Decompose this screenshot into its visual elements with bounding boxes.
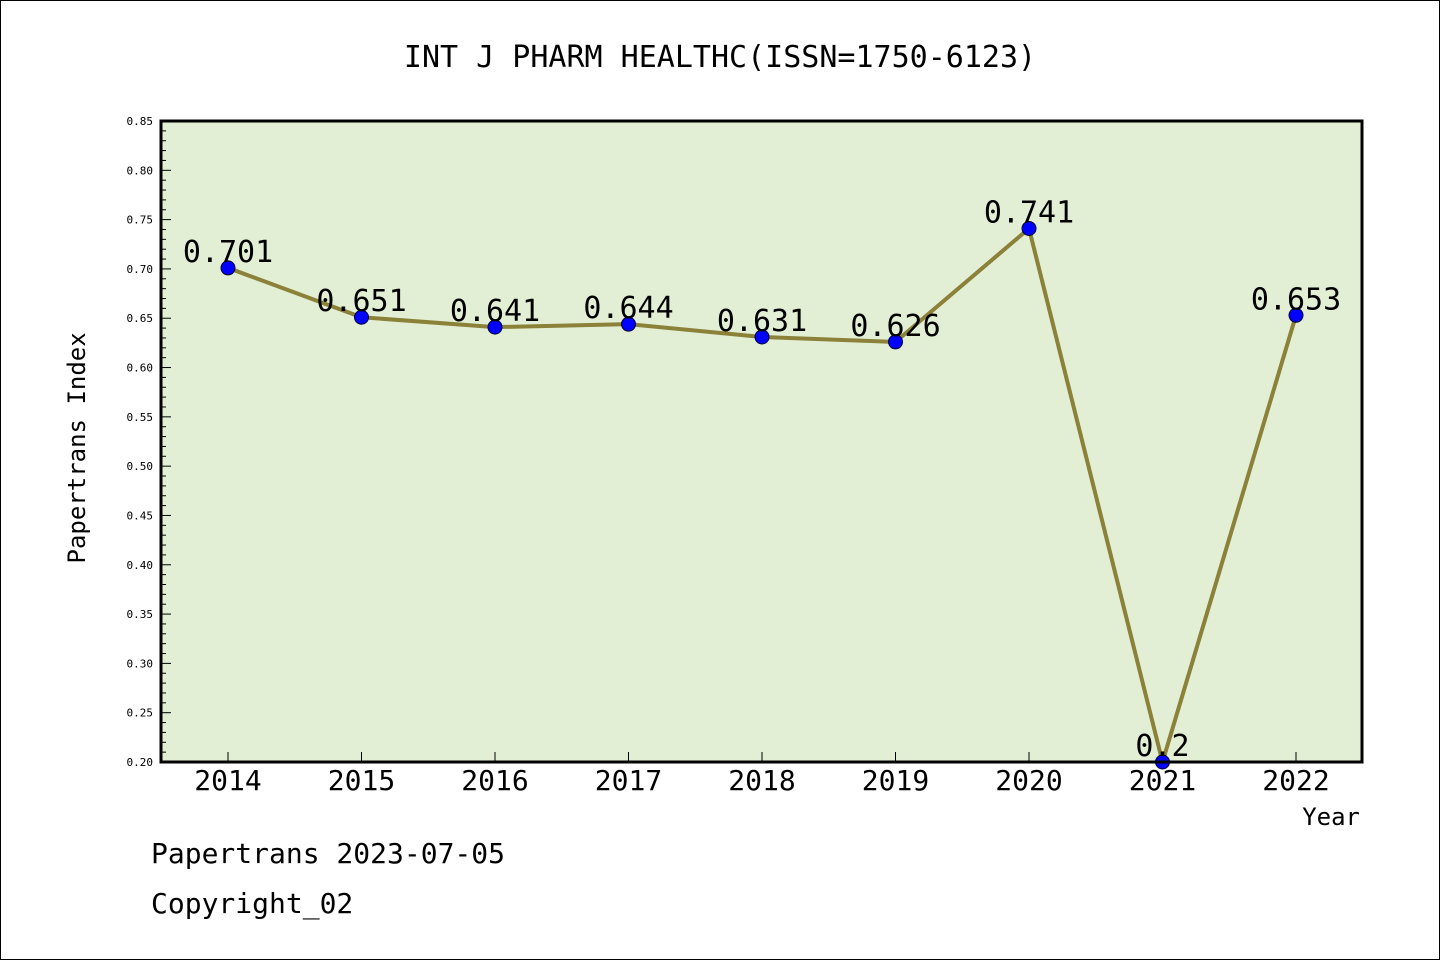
- data-label: 0.631: [717, 304, 807, 339]
- x-tick-label: 2018: [728, 764, 795, 797]
- data-point-marker: [621, 316, 636, 332]
- y-tick-label: 0.20: [127, 756, 154, 769]
- data-markers: [220, 220, 1304, 770]
- data-point-marker: [354, 309, 369, 325]
- data-label: 0.653: [1251, 282, 1341, 317]
- data-label: 0.641: [450, 294, 540, 329]
- x-tick-label: 2014: [194, 764, 261, 797]
- data-labels: 0.701 0.651 0.641 0.644 0.631 0.626 0.741 0.2 0.…: [183, 195, 1341, 764]
- plot-border: [159, 119, 1364, 764]
- x-tick-label: 2015: [328, 764, 395, 797]
- y-tick-label: 0.45: [127, 509, 154, 522]
- y-tick-label: 0.30: [127, 657, 154, 670]
- y-tick-label: 0.85: [127, 115, 154, 128]
- chart-title: INT J PHARM HEALTHC(ISSN=1750-6123): [404, 40, 1036, 75]
- data-label: 0.626: [850, 309, 940, 344]
- y-tick-label: 0.25: [127, 707, 154, 720]
- data-point-marker: [888, 334, 903, 350]
- data-point-marker: [1021, 220, 1037, 236]
- y-tick-label: 0.70: [127, 263, 154, 276]
- x-tick-label: 2017: [595, 764, 662, 797]
- x-tick-label: 2016: [461, 764, 528, 797]
- data-point-marker: [754, 329, 770, 345]
- footer-copyright-text: Copyright_02: [151, 887, 354, 920]
- data-label: 0.2: [1135, 729, 1189, 764]
- x-tick-label: 2020: [995, 764, 1062, 797]
- plot-area: [161, 121, 1362, 762]
- data-label: 0.701: [183, 235, 273, 270]
- y-tick-label: 0.40: [127, 559, 154, 572]
- data-point-marker: [1288, 307, 1304, 323]
- x-tick-label: 2019: [862, 764, 929, 797]
- y-tick-label: 0.75: [127, 214, 154, 227]
- data-label: 0.644: [583, 291, 673, 326]
- y-axis-label: Papertrans Index: [63, 332, 91, 563]
- y-tick-label: 0.35: [127, 608, 154, 621]
- x-tick-label: 2022: [1262, 764, 1329, 797]
- y-tick-label: 0.50: [127, 460, 154, 473]
- data-label: 0.741: [984, 195, 1074, 230]
- y-tick-label: 0.60: [127, 362, 154, 375]
- y-tick-label: 0.80: [127, 164, 154, 177]
- footer-date-text: Papertrans 2023-07-05: [151, 837, 506, 870]
- data-point-marker: [220, 260, 236, 276]
- y-tick-label: 0.65: [127, 312, 154, 325]
- x-axis-label: Year: [1302, 803, 1360, 831]
- data-label: 0.651: [316, 284, 406, 319]
- data-point-marker: [487, 319, 503, 335]
- y-tick-label: 0.55: [127, 411, 154, 424]
